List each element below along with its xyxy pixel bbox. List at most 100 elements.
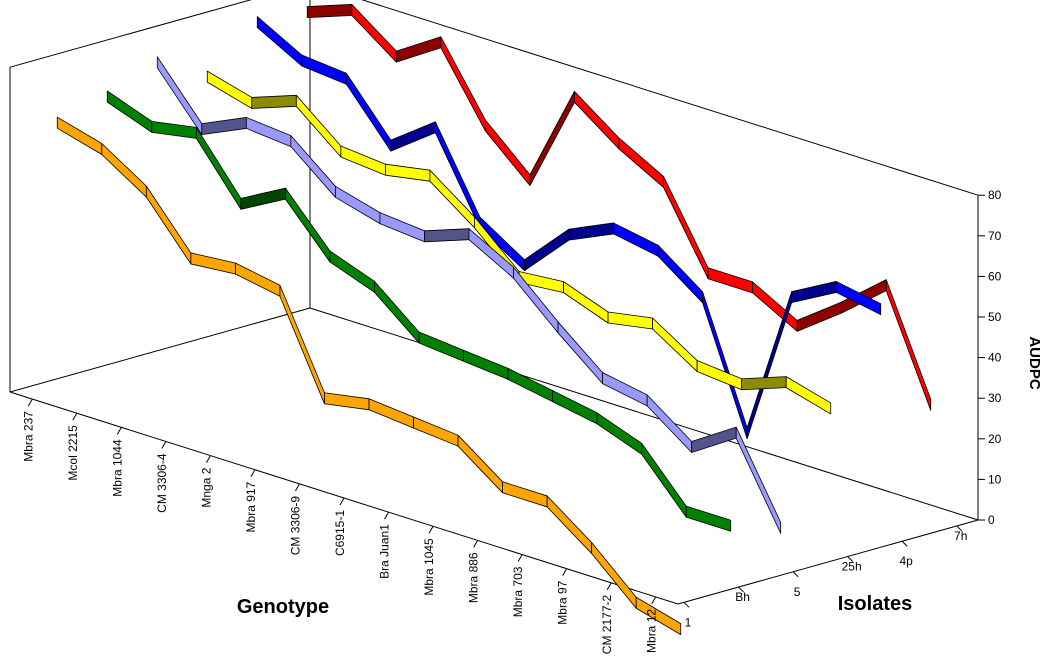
ribbon-segment (434, 121, 481, 229)
ribbon-segment (524, 228, 570, 272)
ribbon-segment (618, 137, 664, 188)
ribbon-segment (151, 120, 197, 139)
ribbon-segment (741, 376, 787, 391)
ribbon-segment (384, 163, 431, 182)
genotype-tick-label: Mbra 237 (21, 411, 35, 462)
series-ribbon-7h (306, 4, 932, 411)
isolate-tick-label: 7h (954, 529, 967, 543)
ribbon-segment (306, 4, 353, 18)
ribbon-segment (785, 376, 832, 415)
ribbon-segment (596, 412, 643, 455)
z-tick-label: 80 (988, 188, 1002, 202)
ribbon-segment (424, 228, 470, 243)
ribbon-segment (101, 143, 147, 198)
genotype-tick-mark (428, 526, 434, 534)
ribbon-segment (290, 135, 336, 198)
isolate-tick-labels: 1 Bh 5 25h 4p 7h (683, 525, 967, 629)
ribbon-segment (646, 394, 693, 453)
ribbon-segment (374, 280, 420, 344)
ribbon-segment (206, 70, 253, 109)
ribbon-segment (652, 317, 698, 372)
genotype-tick-labels: Mbra 237 Mcol 2215 Mbra 1044 CM 3306-4 Mnga … (21, 398, 659, 654)
genotype-tick-label: CM 2177-2 (600, 594, 614, 654)
genotype-tick-label: Mcol 2215 (66, 425, 80, 481)
z-tick-label: 10 (988, 472, 1002, 486)
isolate-tick-mark (792, 571, 799, 578)
ribbon-segment (563, 281, 609, 324)
ribbon-segment (746, 291, 793, 440)
ribbon-segment (568, 222, 614, 241)
genotype-tick-label: Mbra 1044 (110, 439, 124, 497)
ribbon-segment (484, 119, 531, 187)
ribbon-segment (696, 360, 743, 391)
isolate-tick-label: 5 (794, 585, 801, 599)
ribbon-segment (368, 398, 414, 429)
ribbon-segment (390, 121, 436, 152)
genotype-tick-label: Mbra 97 (556, 580, 570, 624)
ribbon-segment (301, 54, 347, 85)
ribbon-segment (463, 349, 509, 380)
genotype-tick-mark (651, 596, 657, 605)
ribbon-segment (835, 281, 882, 316)
genotype-tick-mark (72, 412, 78, 421)
ribbon-segment (234, 262, 281, 297)
ribbon-segment (145, 185, 192, 265)
genotype-tick-label: Mbra 886 (467, 552, 481, 603)
isolate-tick-mark (901, 540, 908, 547)
genotype-axis-title: Genotype (237, 596, 329, 618)
genotype-tick-label: Mbra 703 (511, 566, 525, 617)
ribbon-segment (240, 187, 286, 210)
genotype-tick-mark (384, 511, 389, 520)
isolate-tick-mark (847, 556, 853, 562)
z-tick-label: 40 (988, 351, 1002, 365)
audpc-axis-title: AUDPC (1026, 336, 1043, 390)
ribbon-segment (345, 72, 392, 152)
ribbon-segment (574, 90, 620, 150)
ribbon-segment (245, 117, 292, 148)
series-ribbons (56, 4, 932, 635)
floor-right-edge (677, 519, 979, 605)
genotype-tick-label: CM 3306-9 (288, 496, 302, 556)
ribbon-segment (635, 596, 682, 635)
ribbon-segment (885, 279, 932, 411)
z-tick-label: 20 (988, 432, 1002, 446)
ribbon-segment (256, 16, 303, 67)
series-ribbon-1 (56, 116, 682, 635)
genotype-tick-mark (295, 483, 300, 492)
series-ribbon-Bh (156, 56, 782, 534)
isolate-tick-label: 4p (900, 554, 914, 568)
isolate-tick-label: 1 (685, 615, 692, 629)
ribbon-segment (552, 390, 598, 425)
ribbon-segment (56, 116, 103, 155)
ribbon-segment (413, 416, 459, 447)
series-ribbon-2h (106, 90, 732, 532)
ribbon-segment (557, 321, 603, 385)
ribbon-segment (507, 368, 553, 403)
ribbon-segment (641, 442, 687, 518)
ribbon-segment (607, 311, 653, 330)
ribbon-segment (791, 281, 837, 304)
genotype-tick-label: Mbra 1045 (422, 538, 436, 596)
genotype-tick-mark (205, 455, 211, 463)
ribbon-segment (685, 505, 732, 532)
floor-left-edge (9, 307, 311, 393)
genotype-tick-label: Mbra 917 (244, 481, 258, 532)
z-tick-label: 60 (988, 269, 1002, 283)
genotype-tick-mark (562, 568, 568, 576)
ribbon-segment (190, 252, 236, 275)
ribbon-segment (546, 495, 593, 554)
z-tick-label: 70 (988, 229, 1002, 243)
genotype-tick-label: Mbra 12 (645, 609, 659, 653)
left-wall-top-edge (9, 0, 252, 68)
ribbon-segment (379, 212, 425, 243)
ribbon-segment (324, 392, 370, 411)
ribbon-segment (201, 117, 247, 136)
ribbon-segment (295, 94, 342, 158)
genotype-tick-mark (517, 554, 523, 562)
ribbon-segment (106, 90, 153, 133)
ribbon-segment (329, 250, 375, 293)
ribbon-segment (279, 284, 325, 405)
ribbon-segment (796, 301, 843, 332)
isolates-axis-title: Isolates (838, 593, 912, 615)
